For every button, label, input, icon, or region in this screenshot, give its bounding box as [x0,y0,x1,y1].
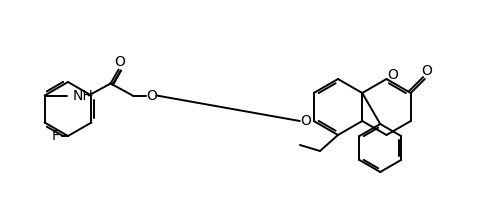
Text: O: O [421,64,432,78]
Text: F: F [52,129,60,143]
Text: NH: NH [73,88,94,102]
Text: O: O [114,55,125,69]
Text: O: O [300,114,311,128]
Text: O: O [146,88,157,102]
Text: O: O [387,68,398,82]
